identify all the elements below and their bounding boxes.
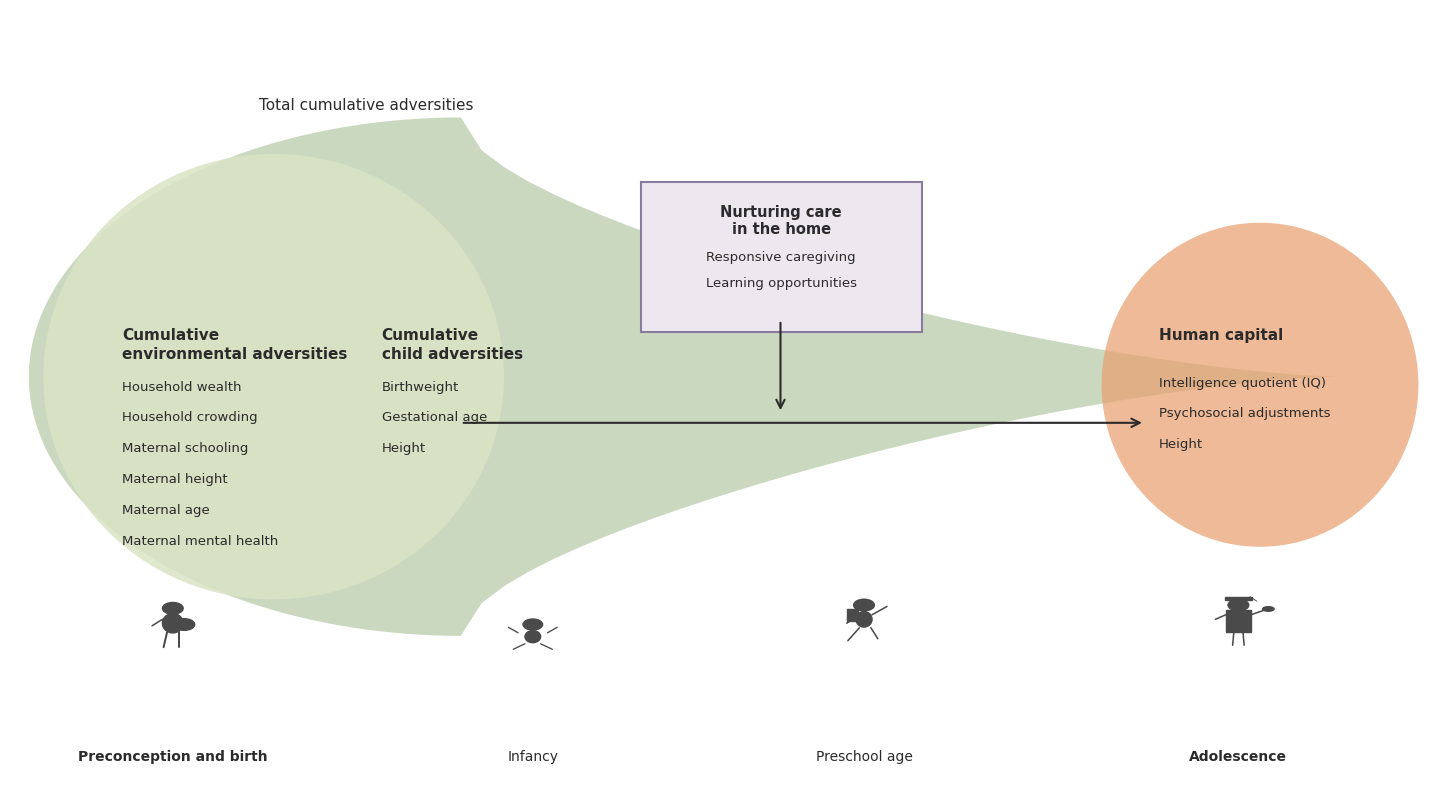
Text: Gestational age: Gestational age [382,411,487,424]
Bar [847,609,858,620]
Text: Cumulative
child adversities: Cumulative child adversities [382,328,523,361]
Text: Household wealth: Household wealth [122,381,242,394]
Ellipse shape [1102,223,1418,547]
Circle shape [523,619,543,630]
Ellipse shape [855,612,873,627]
Text: Maternal height: Maternal height [122,473,228,486]
Text: Maternal schooling: Maternal schooling [122,442,249,455]
Circle shape [854,599,874,611]
Text: Height: Height [382,442,426,455]
Text: Infancy: Infancy [507,750,559,765]
Text: Human capital: Human capital [1159,328,1283,343]
Ellipse shape [43,154,504,599]
PathPatch shape [29,117,1339,636]
Text: Maternal age: Maternal age [122,504,210,517]
Ellipse shape [526,630,540,642]
Text: Household crowding: Household crowding [122,411,258,424]
Circle shape [163,603,183,614]
FancyBboxPatch shape [1225,610,1251,633]
FancyBboxPatch shape [641,182,922,332]
Text: Cumulative
environmental adversities: Cumulative environmental adversities [122,328,348,361]
Text: Total cumulative adversities: Total cumulative adversities [259,98,474,113]
Bar [1224,597,1253,600]
Text: Adolescence: Adolescence [1189,750,1287,765]
Ellipse shape [163,613,183,633]
Text: Preconception and birth: Preconception and birth [78,750,268,765]
Text: Learning opportunities: Learning opportunities [706,277,857,290]
Text: Nurturing care
in the home: Nurturing care in the home [720,205,842,237]
Text: Psychosocial adjustments: Psychosocial adjustments [1159,407,1331,420]
Text: Preschool age: Preschool age [815,750,913,765]
Text: Height: Height [1159,438,1204,451]
Text: Maternal mental health: Maternal mental health [122,535,279,548]
Circle shape [1228,599,1248,611]
Circle shape [174,619,194,630]
Text: Intelligence quotient (IQ): Intelligence quotient (IQ) [1159,377,1326,390]
Ellipse shape [1263,607,1274,612]
Text: Birthweight: Birthweight [382,381,459,394]
Text: Responsive caregiving: Responsive caregiving [707,251,855,264]
